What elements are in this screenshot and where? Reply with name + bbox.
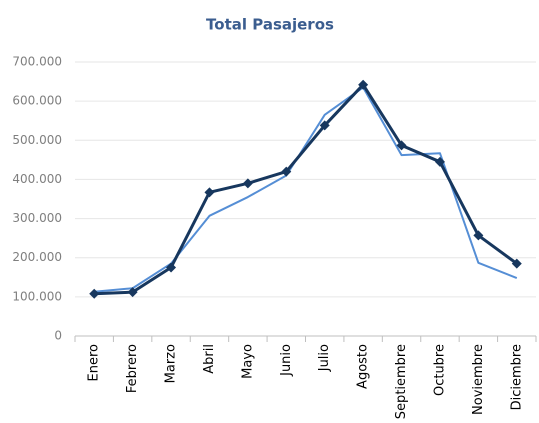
- marker: [281, 166, 292, 177]
- marker: [127, 287, 138, 298]
- marker: [242, 178, 253, 189]
- x-tick-label: Junio: [279, 344, 294, 377]
- marker: [434, 156, 445, 167]
- y-tick-label: 500.000: [12, 133, 62, 147]
- x-tick-label: Julio: [317, 344, 332, 372]
- x-tick-label: Septiembre: [394, 344, 409, 419]
- x-tick-label: Enero: [87, 344, 102, 382]
- marker: [89, 288, 100, 299]
- x-tick-label: Marzo: [164, 344, 179, 383]
- x-tick-label: Febrero: [125, 344, 140, 393]
- y-tick-label: 300.000: [12, 211, 62, 225]
- x-tick-label: Noviembre: [471, 344, 486, 415]
- y-tick-label: 100.000: [12, 289, 62, 303]
- y-tick-label: 200.000: [12, 250, 62, 264]
- marker: [473, 230, 484, 241]
- x-tick-label: Agosto: [356, 344, 371, 389]
- y-tick-label: 700.000: [12, 55, 62, 69]
- x-tick-label: Abril: [202, 344, 217, 374]
- x-tick-label: Diciembre: [509, 344, 524, 410]
- marker: [166, 262, 177, 273]
- y-tick-label: 0: [54, 329, 62, 343]
- y-tick-label: 600.000: [12, 94, 62, 108]
- marker: [396, 140, 407, 151]
- series-line: [94, 83, 518, 296]
- marker: [319, 120, 330, 131]
- marker: [511, 258, 522, 269]
- x-tick-label: Octubre: [432, 344, 447, 396]
- marker: [358, 79, 369, 90]
- marker: [204, 187, 215, 198]
- chart-title: Total Pasajeros: [206, 16, 334, 34]
- x-tick-label: Mayo: [240, 344, 255, 379]
- y-tick-label: 400.000: [12, 172, 62, 186]
